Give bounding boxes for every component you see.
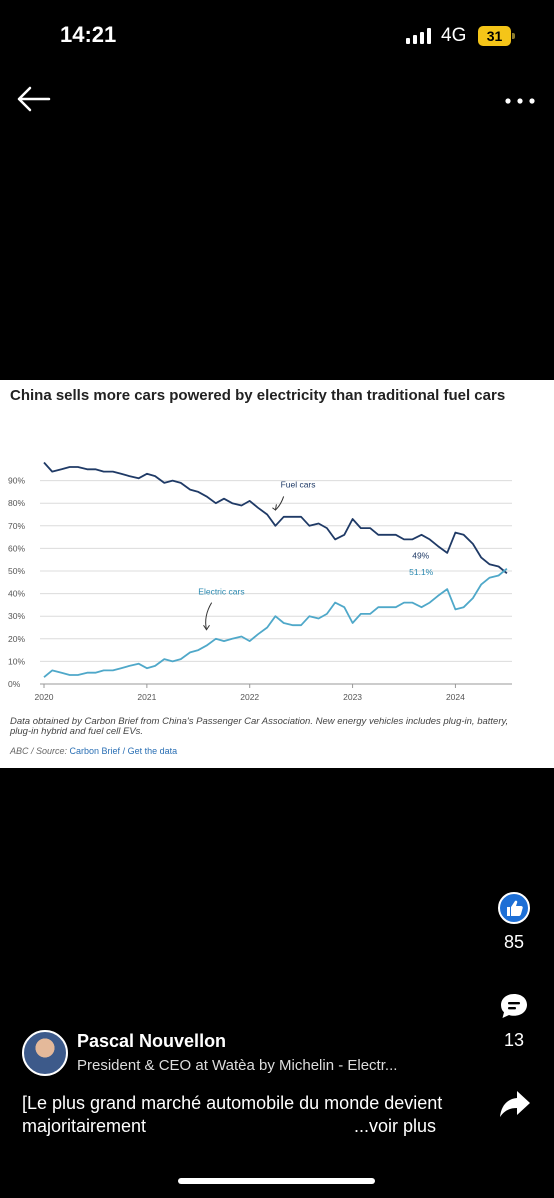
network-type: 4G xyxy=(441,25,467,46)
y-tick-label: 90% xyxy=(8,476,25,486)
more-options-icon[interactable] xyxy=(500,90,540,110)
source-separator: / xyxy=(120,746,128,756)
series-line-fuel-cars xyxy=(43,461,508,574)
chart-card: China sells more cars powered by electri… xyxy=(0,380,554,768)
y-tick-label: 80% xyxy=(8,498,25,508)
line-chart: 0% 10% 20% 30% 40% 50% 60% 70% 80% 90% 2020 2021 202… xyxy=(8,461,512,702)
get-data-link[interactable]: Get the data xyxy=(127,746,178,756)
likes-count: 85 xyxy=(503,932,525,952)
fuel-cars-arrow xyxy=(275,496,285,511)
chart-source: ABC / Source: Carbon Brief / Get the dat… xyxy=(10,746,177,756)
electric-cars-label: Electric cars xyxy=(198,587,244,597)
source-link[interactable]: Carbon Brief xyxy=(69,746,121,756)
avatar[interactable] xyxy=(22,1030,68,1076)
source-prefix: ABC / Source: xyxy=(10,746,70,756)
y-tick-label: 70% xyxy=(8,521,25,531)
x-tick-label: 2024 xyxy=(446,692,465,702)
electric-cars-arrowhead xyxy=(203,624,210,631)
y-tick-label: 30% xyxy=(8,611,25,621)
y-tick-label: 0% xyxy=(8,679,21,689)
chart-title: China sells more cars powered by electri… xyxy=(10,387,506,404)
battery-icon: 31 xyxy=(478,26,515,46)
status-bar: 14:21 4G 31 xyxy=(0,0,554,70)
signal-icon xyxy=(406,28,431,44)
y-tick-label: 20% xyxy=(8,634,25,644)
fuel-cars-label: Fuel cars xyxy=(281,479,316,489)
comments-count: 13 xyxy=(503,1030,525,1050)
comment-action[interactable]: 13 xyxy=(492,990,536,1051)
x-tick-label: 2023 xyxy=(343,692,362,702)
electric-share-label: 51.1% xyxy=(409,567,434,577)
home-indicator xyxy=(178,1178,375,1184)
caption-text: [Le plus grand marché automobile du mond… xyxy=(22,1093,443,1136)
post-caption: [Le plus grand marché automobile du mond… xyxy=(22,1092,472,1138)
like-action[interactable]: 85 xyxy=(492,892,536,953)
author-name[interactable]: Pascal Nouvellon xyxy=(77,1031,227,1051)
y-tick-label: 60% xyxy=(8,543,25,553)
like-icon[interactable] xyxy=(498,892,530,924)
share-action[interactable] xyxy=(492,1088,536,1120)
chart-note: Data obtained by Carbon Brief from China… xyxy=(10,716,509,737)
comment-icon[interactable] xyxy=(498,990,530,1022)
fuel-cars-arrowhead xyxy=(272,504,277,511)
y-tick-label: 10% xyxy=(8,656,25,666)
x-tick-label: 2020 xyxy=(35,692,54,702)
author-headline: President & CEO at Watèa by Michelin - E… xyxy=(77,1057,398,1074)
electric-cars-arrow xyxy=(205,602,213,630)
share-icon[interactable] xyxy=(498,1088,530,1120)
see-more-link[interactable]: ...voir plus xyxy=(354,1116,437,1136)
fuel-share-label: 49% xyxy=(412,551,429,561)
y-tick-label: 50% xyxy=(8,566,25,576)
x-tick-label: 2022 xyxy=(240,692,259,702)
y-tick-label: 40% xyxy=(8,589,25,599)
status-time: 14:21 xyxy=(60,22,117,47)
series-line-electric-cars xyxy=(43,568,508,678)
x-tick-label: 2021 xyxy=(137,692,156,702)
back-arrow-icon[interactable] xyxy=(16,84,52,114)
